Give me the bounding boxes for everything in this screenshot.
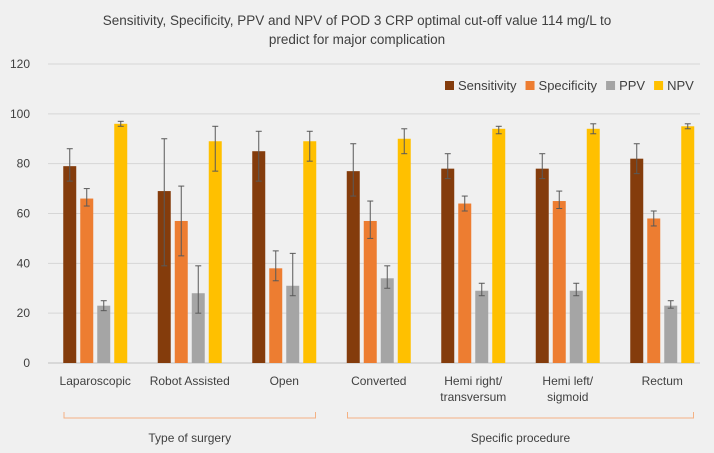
bar-npv xyxy=(586,128,600,363)
x-tick-label: transversum xyxy=(440,390,506,404)
bar-sensitivity xyxy=(441,168,455,363)
bar-sensitivity xyxy=(346,171,360,363)
bar-sensitivity xyxy=(157,191,171,363)
bar-specificity xyxy=(647,218,661,363)
x-tick-label: Hemi right/ xyxy=(444,374,503,388)
y-tick-label: 100 xyxy=(10,107,30,121)
bar-specificity xyxy=(269,268,283,363)
bar-ppv xyxy=(286,285,300,363)
x-tick-label: Hemi left/ xyxy=(542,374,593,388)
legend-label-npv: NPV xyxy=(667,78,694,93)
x-tick-label: sigmoid xyxy=(547,390,588,404)
bar-specificity xyxy=(552,201,566,363)
bar-ppv xyxy=(475,290,489,363)
x-tick-label: Laparoscopic xyxy=(60,374,131,388)
group-label: Type of surgery xyxy=(148,431,231,445)
bar-ppv xyxy=(97,305,111,363)
bar-sensitivity xyxy=(252,151,266,363)
y-tick-label: 60 xyxy=(17,207,31,221)
y-axis-ticks: 0 20 40 60 80 100 120 xyxy=(10,57,30,370)
bar-sensitivity xyxy=(630,158,644,363)
y-tick-label: 120 xyxy=(10,57,30,71)
x-tick-label: Open xyxy=(270,374,299,388)
chart-title-line1: Sensitivity, Specificity, PPV and NPV of… xyxy=(103,13,611,28)
x-tick-label: Converted xyxy=(351,374,406,388)
bar-sensitivity xyxy=(535,168,549,363)
legend-label-specificity: Specificity xyxy=(539,78,598,93)
error-bars xyxy=(66,120,691,314)
x-axis-labels: Laparoscopic Robot Assisted Open Converted H… xyxy=(60,374,683,404)
x-tick-label: Rectum xyxy=(642,374,683,388)
legend-swatch-npv xyxy=(654,81,664,90)
bar-npv xyxy=(681,126,695,364)
bar-npv xyxy=(208,141,222,363)
bar-npv xyxy=(397,138,411,363)
bar-ppv xyxy=(191,293,205,363)
group-brackets: Type of surgery Specific procedure xyxy=(63,412,694,445)
y-tick-label: 0 xyxy=(23,356,30,370)
x-tick-label: Robot Assisted xyxy=(150,374,230,388)
group-label: Specific procedure xyxy=(471,431,571,445)
chart-title-line2: predict for major complication xyxy=(269,32,445,47)
bar-specificity xyxy=(80,198,94,363)
bar-ppv xyxy=(380,278,394,363)
bars xyxy=(63,123,695,364)
legend-swatch-ppv xyxy=(606,81,616,90)
legend-label-sensitivity: Sensitivity xyxy=(458,78,517,93)
legend: Sensitivity Specificity PPV NPV xyxy=(445,78,694,93)
bar-specificity xyxy=(363,220,377,363)
y-tick-label: 80 xyxy=(17,157,31,171)
bar-npv xyxy=(492,128,506,363)
y-tick-label: 20 xyxy=(17,306,31,320)
legend-swatch-sensitivity xyxy=(445,81,454,90)
bar-npv xyxy=(114,123,128,363)
bar-specificity xyxy=(458,203,472,363)
bar-specificity xyxy=(174,220,188,363)
y-tick-label: 40 xyxy=(17,256,31,270)
bar-sensitivity xyxy=(63,166,77,363)
bar-npv xyxy=(303,141,317,363)
bar-ppv xyxy=(664,305,678,363)
legend-swatch-specificity xyxy=(525,81,535,90)
group-bracket xyxy=(347,412,694,419)
bar-ppv xyxy=(569,290,583,363)
group-bracket xyxy=(63,412,316,419)
legend-label-ppv: PPV xyxy=(619,78,645,93)
